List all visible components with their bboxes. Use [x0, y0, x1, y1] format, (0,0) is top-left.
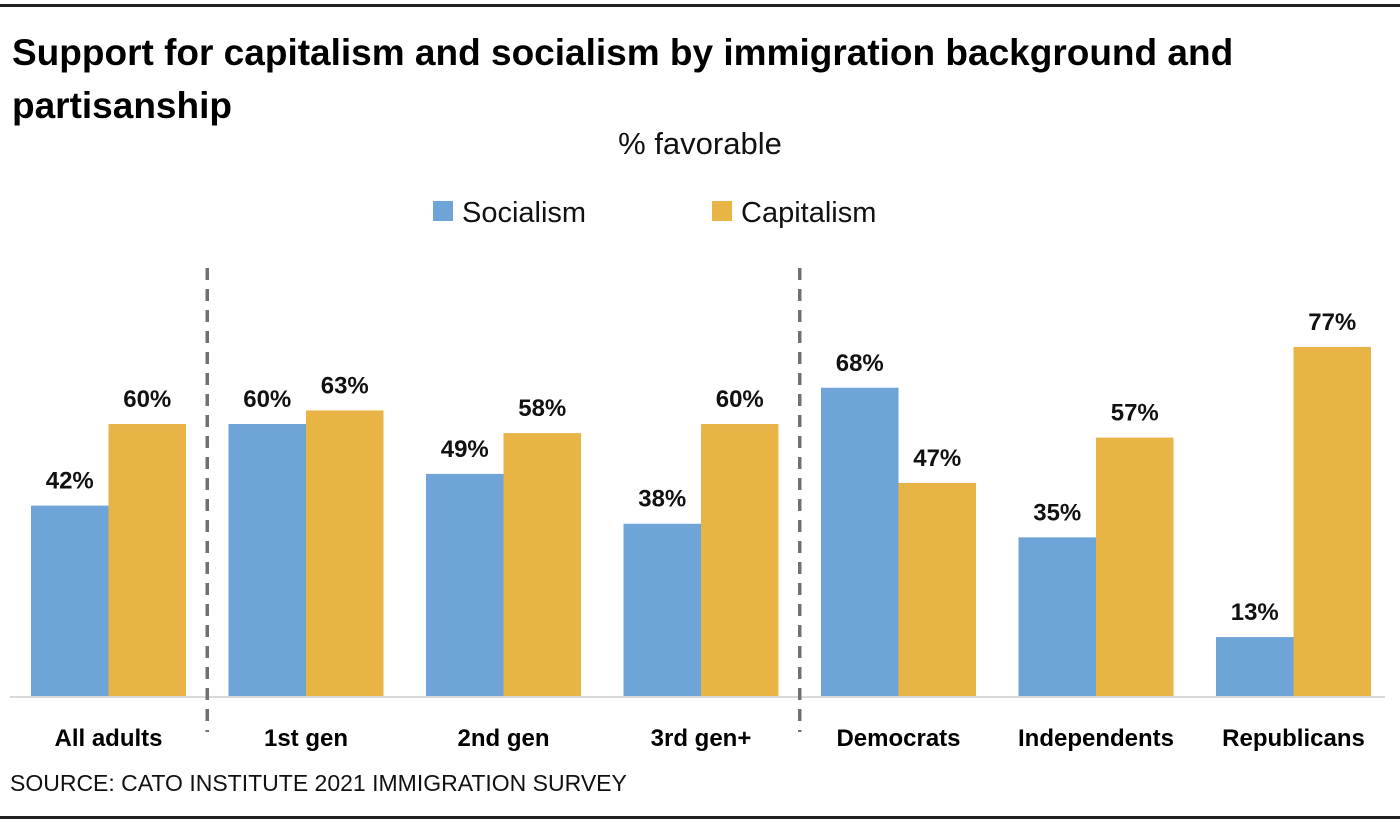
data-label: 42% [46, 468, 94, 495]
bar-capitalism [306, 410, 384, 696]
data-label: 13% [1231, 599, 1279, 626]
data-label: 49% [441, 436, 489, 463]
data-label: 68% [836, 350, 884, 377]
data-label: 38% [638, 486, 686, 513]
bottom-rule [0, 816, 1400, 819]
legend-swatch-capitalism [712, 201, 732, 221]
bar-capitalism [1293, 346, 1371, 696]
data-label: 63% [321, 372, 369, 399]
data-label: 35% [1033, 499, 1081, 526]
top-rule [0, 4, 1400, 7]
bar-capitalism [1096, 437, 1174, 696]
data-label: 58% [518, 395, 566, 422]
chart-title: Support for capitalism and socialism by … [12, 32, 1234, 126]
bar-socialism [1018, 537, 1096, 696]
chart-subtitle: % favorable [618, 126, 782, 161]
x-tick-label: Independents [1018, 725, 1174, 752]
bar-socialism [31, 505, 109, 696]
bar-capitalism [701, 424, 779, 696]
bar-socialism [228, 424, 306, 696]
bar-socialism [821, 387, 899, 696]
data-label: 77% [1308, 309, 1356, 336]
x-tick-label: All adults [54, 725, 162, 752]
bar-capitalism [108, 424, 186, 696]
data-label: 57% [1111, 400, 1159, 427]
data-label: 60% [716, 386, 764, 413]
legend-label-socialism: Socialism [462, 197, 586, 229]
data-label: 47% [913, 445, 961, 472]
bar-capitalism [898, 482, 976, 696]
source-note: SOURCE: CATO INSTITUTE 2021 IMMIGRATION … [10, 770, 627, 796]
data-label: 60% [243, 386, 291, 413]
bar-socialism [426, 473, 504, 696]
x-tick-label: 1st gen [264, 725, 348, 752]
x-tick-label: 2nd gen [457, 725, 549, 752]
legend-label-capitalism: Capitalism [741, 197, 876, 229]
x-tick-label: Democrats [836, 725, 960, 752]
x-tick-label: Republicans [1222, 725, 1365, 752]
bar-capitalism [503, 433, 581, 696]
legend-swatch-socialism [433, 201, 453, 221]
bar-socialism [623, 523, 701, 696]
x-tick-label: 3rd gen+ [651, 725, 752, 752]
bar-socialism [1216, 637, 1294, 696]
data-label: 60% [123, 386, 171, 413]
